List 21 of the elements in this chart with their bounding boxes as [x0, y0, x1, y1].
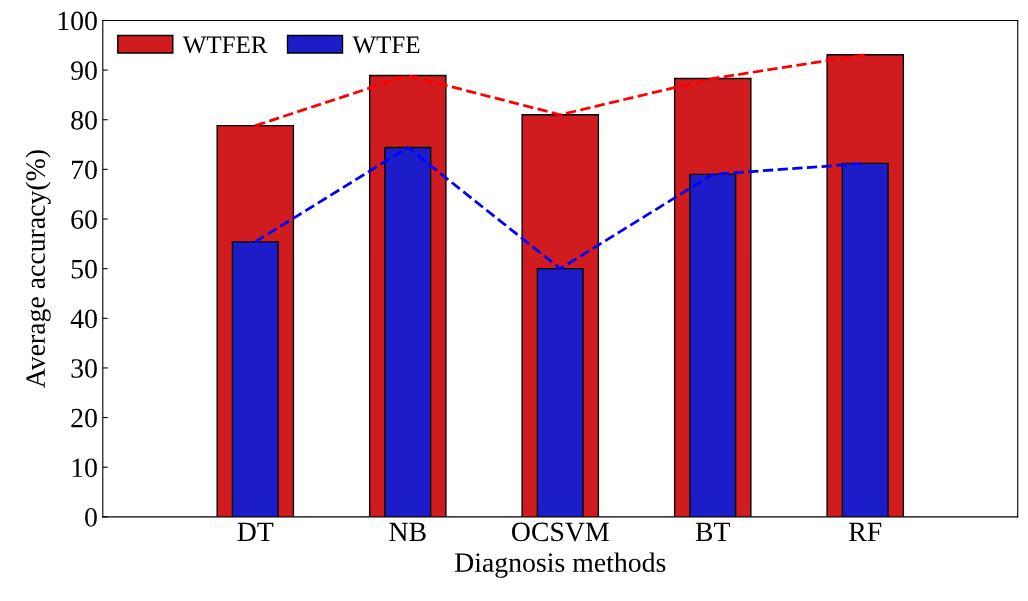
x-axis-title: Diagnosis methods: [454, 552, 666, 578]
x-tick-label: RF: [849, 522, 882, 541]
y-tick-label: 20: [71, 408, 97, 428]
x-tick-label: BT: [695, 522, 731, 542]
y-tick-label: 60: [71, 210, 97, 229]
y-tick-label: 10: [72, 458, 97, 478]
y-tick-label: 70: [71, 160, 97, 180]
line-series: [253, 53, 867, 128]
x-tick-label: DT: [237, 522, 274, 542]
y-tick-label: 80: [71, 110, 97, 130]
legend-label: WTFER: [182, 36, 268, 54]
y-axis-title: Average accuracy(%): [25, 150, 51, 389]
y-tick-label: 30: [71, 359, 97, 378]
y-tick-label: 0: [85, 508, 97, 527]
y-tick-label: 100: [58, 11, 97, 31]
x-tick-label: OCSVM: [512, 522, 609, 542]
legend-label: WTFE: [352, 36, 420, 54]
x-tick-label: NB: [389, 522, 426, 542]
y-tick-label: 90: [71, 61, 97, 80]
y-tick-label: 50: [71, 259, 97, 279]
y-tick-label: 40: [70, 309, 97, 329]
